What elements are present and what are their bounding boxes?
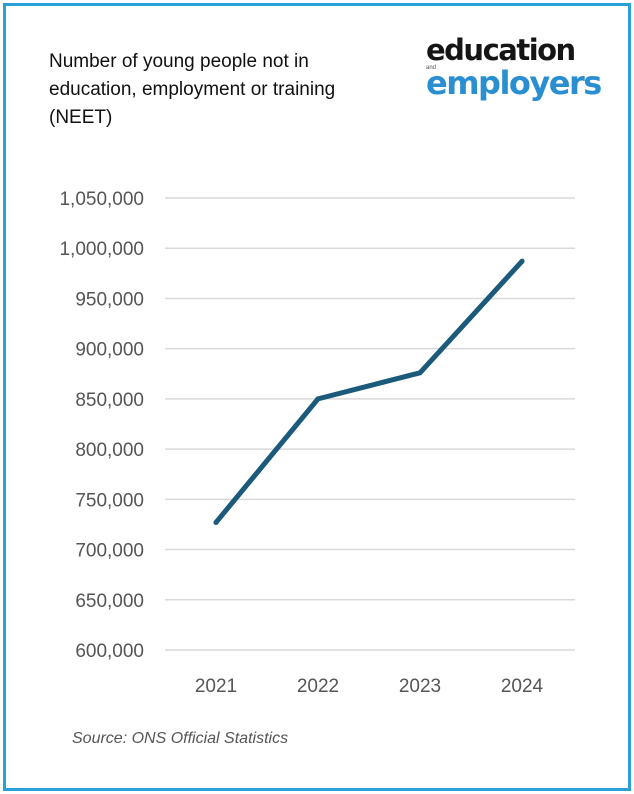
y-tick-label: 850,000 [75, 390, 144, 411]
chart-title: Number of young people not in education,… [49, 51, 336, 128]
logo-line-education: education [426, 33, 576, 67]
y-tick-label: 900,000 [75, 340, 144, 361]
y-tick-label: 650,000 [75, 591, 144, 612]
data-point [417, 370, 423, 376]
series-line [213, 258, 525, 525]
y-tick-label: 1,050,000 [59, 189, 144, 210]
data-point [315, 396, 321, 402]
logo-connector-and: and [426, 65, 437, 71]
data-point [213, 519, 219, 525]
x-tick-label: 2021 [195, 676, 237, 697]
logo-line-employers: employers [426, 64, 602, 102]
source-note: Source: ONS Official Statistics [72, 730, 289, 747]
x-tick-label: 2023 [399, 676, 441, 697]
y-tick-label: 750,000 [75, 490, 144, 511]
x-tick-label: 2024 [501, 676, 544, 697]
y-tick-label: 600,000 [75, 641, 144, 662]
y-tick-label: 950,000 [75, 289, 144, 310]
y-tick-label: 1,000,000 [59, 239, 144, 260]
education-and-employers-logo: education and employers [426, 33, 602, 104]
y-tick-label: 800,000 [75, 440, 144, 461]
y-tick-label: 700,000 [75, 541, 144, 562]
x-tick-label: 2022 [297, 676, 339, 697]
data-point [519, 258, 525, 264]
